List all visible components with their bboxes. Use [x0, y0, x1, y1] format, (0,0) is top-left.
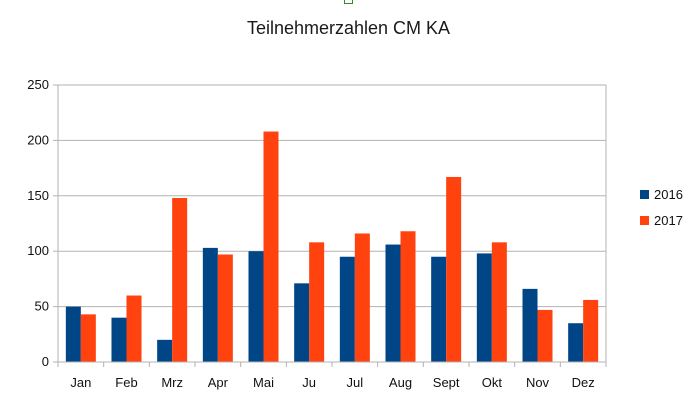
- bar-2017-Aug: [400, 231, 416, 362]
- x-tick-label: Jul: [347, 375, 364, 390]
- y-tick-label: 50: [35, 299, 49, 314]
- y-tick-labels: 0 50 100 150 200 250: [27, 77, 49, 369]
- bar-2016-Apr: [202, 247, 218, 362]
- bar-2016-Mai: [248, 251, 264, 362]
- bar-2017-Okt: [491, 242, 507, 362]
- bar-2016-Dez: [568, 323, 584, 362]
- x-tick-label: Okt: [482, 375, 503, 390]
- x-tick-label: Aug: [389, 375, 412, 390]
- x-tick-labels: Jan Feb Mrz Apr Mai Ju Jul Aug Sept Okt Nov Dez: [70, 375, 594, 390]
- bar-2017-Feb: [126, 295, 142, 362]
- y-tick-label: 200: [27, 132, 49, 147]
- bar-2016-Aug: [385, 244, 401, 362]
- x-tick-label: Nov: [526, 375, 550, 390]
- x-tick-label: Ju: [302, 375, 316, 390]
- x-tick-label: Sept: [433, 375, 460, 390]
- x-tick-label: Dez: [572, 375, 595, 390]
- selection-marker: [344, 0, 353, 4]
- bar-2017-Sept: [446, 176, 462, 362]
- bar-2016-Jul: [339, 256, 355, 362]
- legend-label-2017: 2017: [654, 213, 683, 228]
- x-tick-label: Mai: [253, 375, 274, 390]
- bar-2016-Jan: [65, 306, 81, 362]
- legend-swatch-2017: [640, 216, 649, 225]
- legend-swatch-2016: [640, 190, 649, 199]
- axes: [53, 84, 607, 367]
- y-tick-label: 150: [27, 188, 49, 203]
- bar-2016-Ju: [294, 283, 310, 362]
- bar-2017-Mrz: [172, 198, 188, 362]
- bar-2017-Mai: [263, 131, 279, 362]
- x-tick-label: Jan: [70, 375, 91, 390]
- bar-2017-Jan: [80, 314, 96, 362]
- bar-2016-Sept: [431, 256, 447, 362]
- legend-label-2016: 2016: [654, 187, 683, 202]
- y-tick-label: 250: [27, 77, 49, 92]
- chart-title: Teilnehmerzahlen CM KA: [246, 18, 451, 38]
- bar-2017-Apr: [217, 254, 233, 362]
- bar-2016-Feb: [111, 317, 127, 362]
- x-tick-label: Mrz: [161, 375, 183, 390]
- bars: [65, 131, 599, 362]
- bar-2017-Nov: [537, 309, 553, 362]
- bar-2017-Jul: [354, 233, 370, 362]
- y-tick-label: 0: [42, 354, 49, 369]
- bar-2017-Dez: [583, 299, 599, 362]
- bar-2016-Mrz: [157, 339, 173, 362]
- y-tick-label: 100: [27, 243, 49, 258]
- x-tick-label: Apr: [208, 375, 229, 390]
- bar-2016-Okt: [476, 253, 492, 362]
- bar-2016-Nov: [522, 288, 538, 362]
- legend: 2016 2017: [640, 187, 683, 228]
- bar-2017-Ju: [309, 242, 325, 362]
- x-tick-label: Feb: [115, 375, 137, 390]
